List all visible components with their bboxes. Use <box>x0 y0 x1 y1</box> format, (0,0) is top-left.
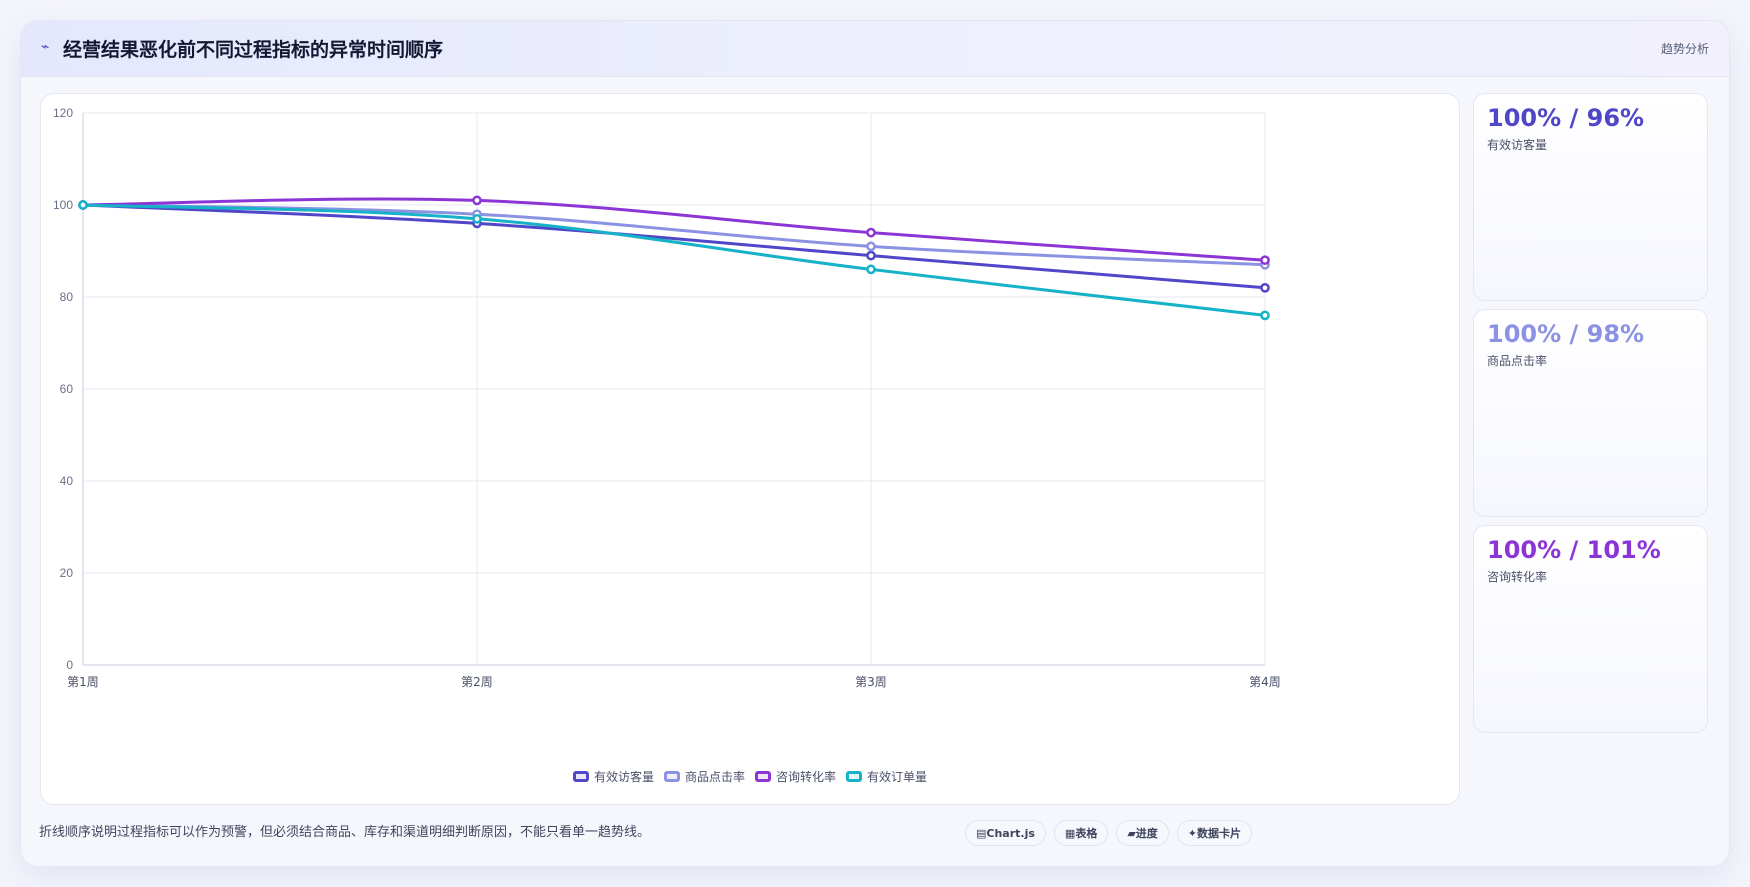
stat-value: 100% / 96% <box>1487 104 1645 132</box>
x-tick-label: 第1周 <box>67 675 99 689</box>
x-tick-label: 第2周 <box>461 675 493 689</box>
stat-label: 有效访客量 <box>1487 138 1548 152</box>
stat-card-1: 100% / 96% 有效访客量 <box>1473 93 1708 301</box>
stat-value: 100% / 101% <box>1487 536 1661 564</box>
chip-label: 表格 <box>1075 827 1098 840</box>
chip-progress[interactable]: ▰ 进度 <box>1116 820 1169 846</box>
x-tick-label: 第4周 <box>1249 675 1281 689</box>
chip-label: 数据卡片 <box>1197 827 1242 840</box>
y-tick-label: 80 <box>60 290 74 304</box>
legend-label: 有效订单量 <box>867 769 928 784</box>
data-point-2 <box>866 241 876 252</box>
card-icon: ✦ <box>1187 826 1198 840</box>
data-point-1 <box>866 250 876 261</box>
legend-swatch <box>663 770 680 782</box>
series-line-4 <box>82 203 1266 317</box>
stat-label: 咨询转化率 <box>1487 570 1548 584</box>
y-tick-label: 20 <box>60 566 74 580</box>
data-point-3 <box>1260 255 1270 266</box>
x-tick-label: 第3周 <box>855 675 887 689</box>
line-chart-panel: 0 20 40 60 80 100 120 第1周 第2周 第3周 第4周 有效访客量 商品点击率 咨询… <box>40 93 1460 805</box>
data-point-4 <box>1260 310 1270 321</box>
legend-item-2[interactable]: 商品点击率 <box>663 766 745 786</box>
y-tick-label: 60 <box>60 382 74 396</box>
y-tick-label: 0 <box>66 658 73 672</box>
y-tick-label: 120 <box>53 106 73 120</box>
chip-chart[interactable]: ▤ Chart.js <box>965 820 1046 846</box>
data-point-3 <box>472 195 482 206</box>
chip-label: Chart.js <box>986 826 1035 840</box>
data-point-4 <box>472 213 482 224</box>
y-tick-label: 100 <box>53 198 73 212</box>
stat-label: 商品点击率 <box>1487 354 1548 368</box>
series-line-3 <box>82 197 1266 262</box>
chip-table[interactable]: ▦ 表格 <box>1053 820 1109 846</box>
legend-item-3[interactable]: 咨询转化率 <box>755 766 836 786</box>
stat-value: 100% / 98% <box>1487 320 1645 348</box>
data-point-1 <box>1260 282 1270 293</box>
stat-card-3: 100% / 101% 咨询转化率 <box>1473 525 1708 733</box>
y-tick-label: 40 <box>60 474 74 488</box>
table-icon: ▦ <box>1064 826 1076 840</box>
progress-icon: ▰ <box>1127 826 1136 840</box>
dashboard-card: ⌁ 经营结果恶化前不同过程指标的异常时间顺序 趋势分析 0 20 40 60 80 100… <box>20 20 1730 867</box>
stat-card-2: 100% / 98% 商品点击率 <box>1473 309 1708 517</box>
card-header: ⌁ 经营结果恶化前不同过程指标的异常时间顺序 趋势分析 <box>21 21 1729 77</box>
trend-icon: ⌁ <box>41 39 50 55</box>
feature-chips: ▤ Chart.js ▦ 表格 ▰ 进度 ✦ 数据卡片 <box>965 820 1253 846</box>
series-line-1 <box>82 203 1266 290</box>
line-chart: 0 20 40 60 80 100 120 第1周 第2周 第3周 第4周 <box>53 106 1281 689</box>
legend-item-1[interactable]: 有效访客量 <box>572 766 654 786</box>
chart-icon: ▤ <box>976 826 987 840</box>
legend-swatch <box>572 770 589 782</box>
chip-card[interactable]: ✦ 数据卡片 <box>1176 820 1253 846</box>
legend-item-4[interactable]: 有效订单量 <box>846 766 927 786</box>
data-point-4 <box>78 200 88 210</box>
header-tag: 趋势分析 <box>1660 42 1709 56</box>
data-point-4 <box>866 264 876 275</box>
chart-legend: 有效访客量 商品点击率 咨询转化率 有效订单量 <box>41 766 1459 786</box>
data-point-3 <box>866 227 876 238</box>
legend-swatch <box>846 770 863 782</box>
legend-label: 商品点击率 <box>684 769 745 784</box>
legend-label: 有效访客量 <box>593 769 654 784</box>
legend-label: 咨询转化率 <box>776 769 837 784</box>
legend-swatch <box>755 770 771 782</box>
chip-label: 进度 <box>1135 827 1158 840</box>
footer-note: 折线顺序说明过程指标可以作为预警，但必须结合商品、库存和渠道明细判断原因，不能只… <box>39 825 651 840</box>
page-title: 经营结果恶化前不同过程指标的异常时间顺序 <box>63 39 444 61</box>
